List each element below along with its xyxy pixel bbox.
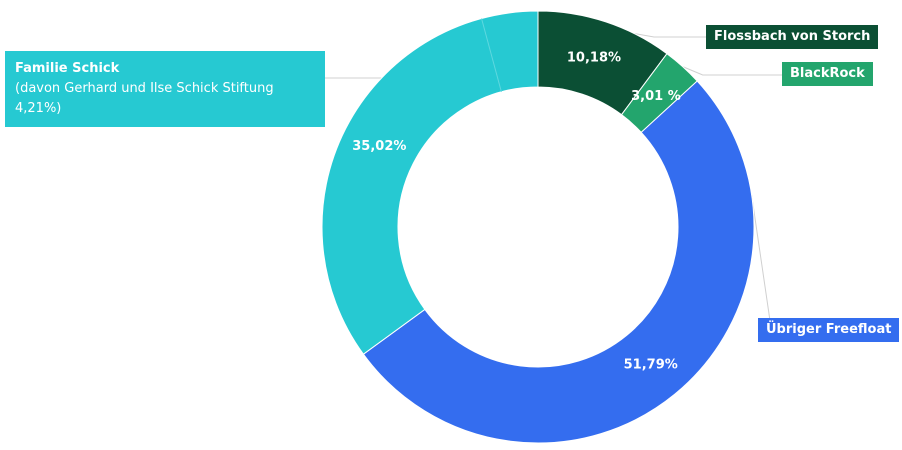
slice-label-blackrock: 3,01 %: [631, 89, 681, 104]
slice-schick-stiftung-divider: [481, 18, 502, 93]
legend-sublabel-schick: (davon Gerhard und Ilse Schick Stiftung …: [15, 81, 274, 116]
slice-label-freefloat: 51,79%: [624, 357, 678, 372]
leader-line-blackrock: [682, 66, 782, 76]
legend-callout-blackrock: BlackRock: [782, 62, 873, 86]
slice-freefloat: [362, 80, 755, 444]
legend-label-freefloat: Übriger Freefloat: [766, 322, 892, 337]
slice-label-schick: 35,02%: [352, 139, 406, 154]
legend-callout-schick: Familie Schick (davon Gerhard und Ilse S…: [5, 51, 325, 127]
donut-slices: [321, 10, 755, 444]
leader-line-freefloat: [750, 193, 772, 331]
legend-label-blackrock: BlackRock: [790, 66, 865, 81]
slice-label-flossbach: 10,18%: [567, 51, 621, 66]
legend-callout-flossbach: Flossbach von Storch: [706, 25, 879, 49]
slice-schick: [321, 10, 539, 355]
leader-line-flossbach: [633, 33, 706, 38]
legend-label-flossbach: Flossbach von Storch: [714, 29, 871, 44]
legend-callout-freefloat: Übriger Freefloat: [758, 318, 900, 342]
slice-labels: 10,18% 3,01 % 51,79% 35,02%: [352, 51, 680, 373]
legend-label-schick: Familie Schick: [15, 61, 120, 76]
